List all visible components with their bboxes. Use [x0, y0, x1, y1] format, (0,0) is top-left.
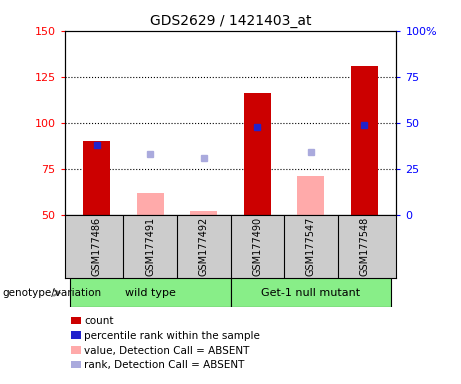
Text: GSM177548: GSM177548 [359, 217, 369, 276]
Bar [297, 176, 324, 215]
Bar [137, 193, 164, 215]
Text: GSM177491: GSM177491 [145, 217, 155, 276]
Bar [70, 278, 230, 307]
Text: genotype/variation: genotype/variation [2, 288, 101, 298]
Text: GSM177486: GSM177486 [92, 217, 102, 276]
Text: value, Detection Call = ABSENT: value, Detection Call = ABSENT [84, 346, 250, 356]
Bar [190, 211, 217, 215]
Bar [351, 66, 378, 215]
Text: GSM177490: GSM177490 [252, 217, 262, 276]
Text: count: count [84, 316, 114, 326]
Bar [230, 278, 391, 307]
Bar [83, 141, 110, 215]
Text: percentile rank within the sample: percentile rank within the sample [84, 331, 260, 341]
Text: wild type: wild type [125, 288, 176, 298]
Text: GSM177547: GSM177547 [306, 217, 316, 276]
Text: rank, Detection Call = ABSENT: rank, Detection Call = ABSENT [84, 360, 245, 370]
Text: Get-1 null mutant: Get-1 null mutant [261, 288, 361, 298]
Bar [244, 93, 271, 215]
Text: GSM177492: GSM177492 [199, 217, 209, 276]
Title: GDS2629 / 1421403_at: GDS2629 / 1421403_at [150, 14, 311, 28]
